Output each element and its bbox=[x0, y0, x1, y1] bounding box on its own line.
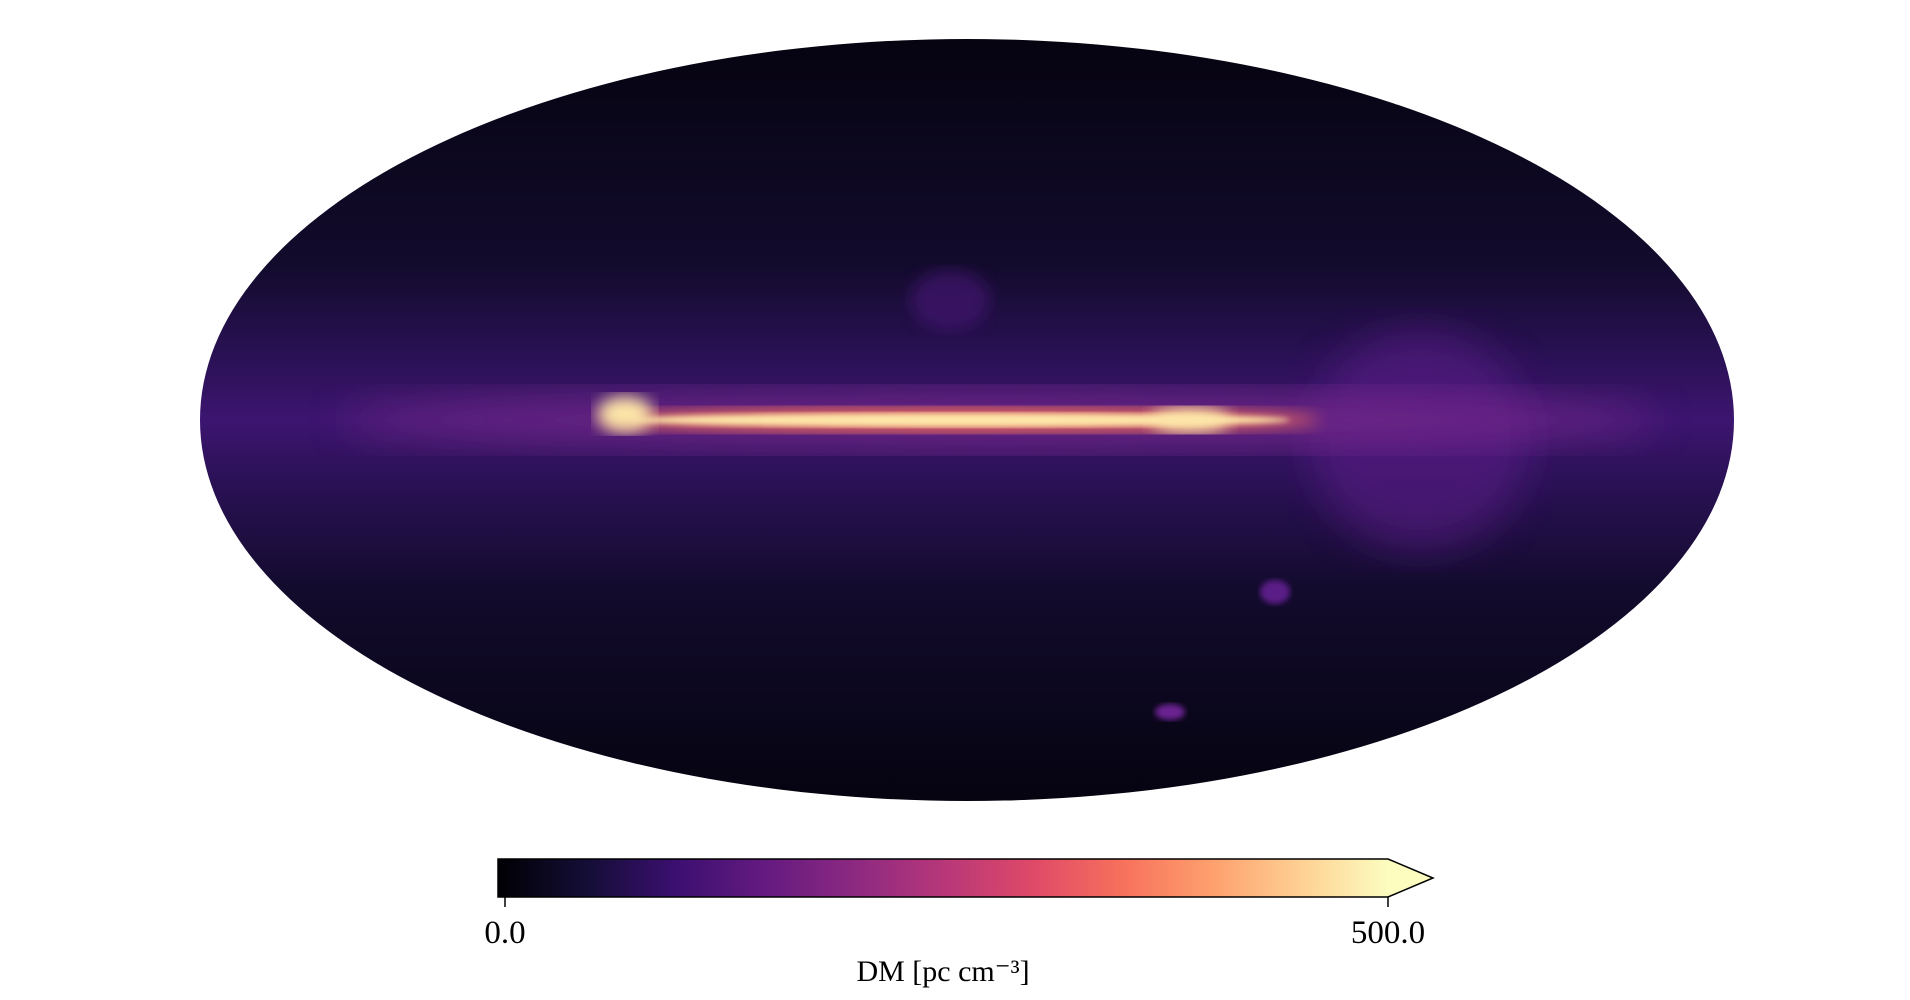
tick-label: 0.0 bbox=[484, 915, 525, 951]
colorbar-extend bbox=[1388, 859, 1433, 897]
sky-map bbox=[200, 39, 1734, 801]
colorbar-outline bbox=[497, 858, 1435, 898]
colorbar bbox=[498, 859, 1388, 897]
colorbar-label: DM [pc cm⁻³] bbox=[856, 955, 1029, 988]
colorbar-ticks: 0.0 500.0 bbox=[484, 897, 1425, 951]
tick-label: 500.0 bbox=[1351, 915, 1425, 951]
